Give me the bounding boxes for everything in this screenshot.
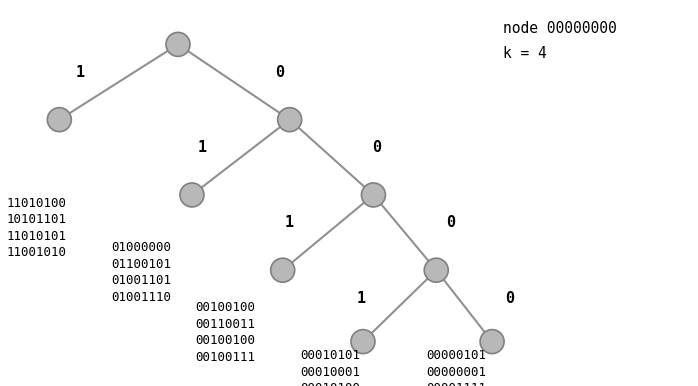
Text: 0: 0 <box>372 140 382 155</box>
Ellipse shape <box>480 330 504 354</box>
Text: 1: 1 <box>198 140 207 155</box>
Ellipse shape <box>271 258 295 282</box>
Text: 0: 0 <box>505 291 514 306</box>
Ellipse shape <box>166 32 190 56</box>
Text: 0: 0 <box>445 215 455 230</box>
Text: node 00000000
k = 4: node 00000000 k = 4 <box>503 21 616 61</box>
Text: 1: 1 <box>285 215 295 230</box>
Ellipse shape <box>47 108 71 132</box>
Ellipse shape <box>180 183 204 207</box>
Text: 00100100
00110011
00100100
00100111: 00100100 00110011 00100100 00100111 <box>195 301 255 364</box>
Text: 00000101
00000001
00001111: 00000101 00000001 00001111 <box>426 349 486 386</box>
Text: 1: 1 <box>357 291 366 306</box>
Text: 00010101
00010001
00010100: 00010101 00010001 00010100 <box>300 349 360 386</box>
Text: 11010100
10101101
11010101
11001010: 11010100 10101101 11010101 11001010 <box>7 197 67 259</box>
Text: 1: 1 <box>75 65 85 80</box>
Ellipse shape <box>278 108 302 132</box>
Text: 0: 0 <box>274 65 284 80</box>
Ellipse shape <box>351 330 375 354</box>
Text: 01000000
01100101
01001101
01001110: 01000000 01100101 01001101 01001110 <box>112 241 172 304</box>
Ellipse shape <box>362 183 385 207</box>
Ellipse shape <box>424 258 448 282</box>
